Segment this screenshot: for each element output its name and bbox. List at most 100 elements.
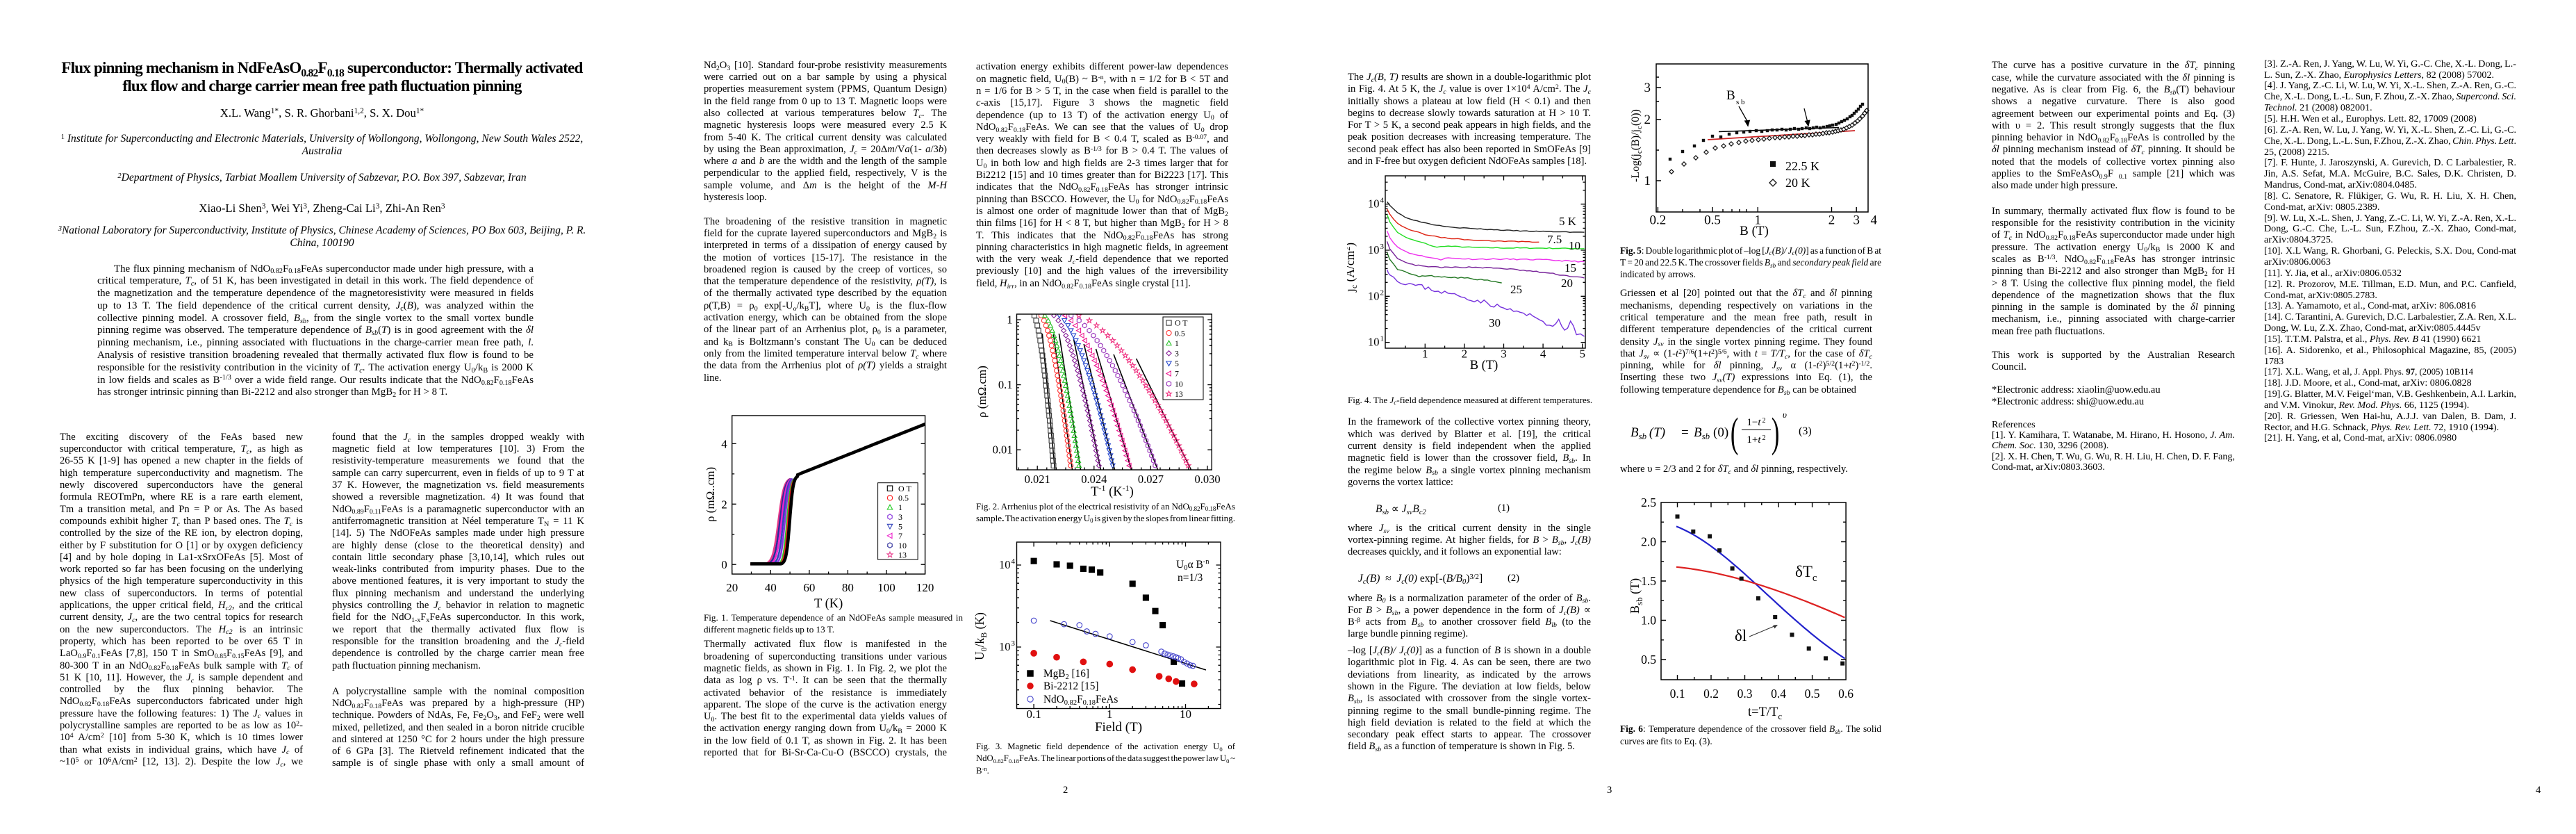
svg-text:0.021: 0.021 xyxy=(1025,473,1050,486)
svg-text:1: 1 xyxy=(1175,338,1179,348)
svg-text:0.1: 0.1 xyxy=(998,378,1013,391)
svg-text:n=1/3: n=1/3 xyxy=(1178,572,1203,584)
svg-text:0.5: 0.5 xyxy=(898,493,909,503)
svg-text:1: 1 xyxy=(1755,213,1762,228)
svg-text:0.01: 0.01 xyxy=(993,443,1013,457)
svg-text:3: 3 xyxy=(898,512,902,522)
svg-text:60: 60 xyxy=(803,581,815,594)
svg-text:1: 1 xyxy=(898,502,902,512)
svg-text:0.1: 0.1 xyxy=(1670,687,1685,701)
svg-text:5: 5 xyxy=(898,522,902,532)
svg-text:10: 10 xyxy=(1180,708,1191,721)
svg-text:30: 30 xyxy=(1489,316,1501,329)
svg-text:120: 120 xyxy=(916,581,934,594)
svg-text:MgB2 [16]: MgB2 [16] xyxy=(1043,668,1089,681)
svg-text:3: 3 xyxy=(1175,349,1179,359)
svg-text:0.030: 0.030 xyxy=(1194,473,1220,486)
svg-text:jc (A/cm2): jc (A/cm2) xyxy=(1347,243,1359,293)
svg-text:10: 10 xyxy=(1368,197,1380,211)
svg-text:10: 10 xyxy=(1368,336,1380,349)
svg-text:10: 10 xyxy=(1368,243,1380,256)
svg-text:2: 2 xyxy=(1462,348,1468,361)
svg-text:4: 4 xyxy=(1012,557,1016,566)
svg-text:O T: O T xyxy=(898,484,911,493)
svg-text:3: 3 xyxy=(1501,348,1507,361)
svg-text:1: 1 xyxy=(1380,335,1385,343)
svg-text:0.027: 0.027 xyxy=(1138,473,1164,486)
svg-text:7: 7 xyxy=(898,531,902,541)
svg-text:5: 5 xyxy=(1175,359,1179,368)
svg-text:7: 7 xyxy=(1175,369,1179,379)
svg-text:0.024: 0.024 xyxy=(1081,473,1107,486)
svg-text:0.2: 0.2 xyxy=(1650,213,1667,228)
svg-text:NdO0.82F0.18FeAs: NdO0.82F0.18FeAs xyxy=(1043,694,1118,707)
svg-text:2: 2 xyxy=(1828,213,1835,228)
svg-text:10: 10 xyxy=(1175,379,1183,389)
svg-text:4: 4 xyxy=(1540,348,1546,361)
svg-text:20: 20 xyxy=(726,581,738,594)
svg-text:1: 1 xyxy=(1107,708,1113,721)
svg-text:1: 1 xyxy=(1422,348,1428,361)
svg-text:10: 10 xyxy=(1368,289,1380,302)
svg-text:δl: δl xyxy=(1735,627,1747,644)
svg-text:s b: s b xyxy=(1736,98,1745,106)
svg-text:δTc: δTc xyxy=(1795,563,1817,584)
svg-text:0.4: 0.4 xyxy=(1771,687,1786,701)
svg-text:0.6: 0.6 xyxy=(1838,687,1853,701)
svg-text:80: 80 xyxy=(842,581,854,594)
svg-text:20 K: 20 K xyxy=(1785,176,1810,190)
svg-text:3: 3 xyxy=(1380,243,1385,251)
svg-text:100: 100 xyxy=(877,581,895,594)
svg-text:4: 4 xyxy=(1380,197,1385,205)
svg-text:10: 10 xyxy=(1569,239,1580,252)
svg-text:7.5: 7.5 xyxy=(1547,233,1562,246)
svg-text:40: 40 xyxy=(765,581,777,594)
svg-text:U0α B-n: U0α B-n xyxy=(1176,558,1209,572)
svg-text:2.5: 2.5 xyxy=(1641,496,1656,509)
svg-text:2: 2 xyxy=(1644,113,1651,127)
svg-text:13: 13 xyxy=(1175,389,1183,399)
svg-text:10: 10 xyxy=(898,541,907,550)
svg-text:2: 2 xyxy=(721,498,727,511)
svg-text:0.3: 0.3 xyxy=(1737,687,1753,701)
svg-text:t=T/Tc: t=T/Tc xyxy=(1748,705,1782,721)
svg-text:2.0: 2.0 xyxy=(1641,535,1656,549)
svg-text:Field (T): Field (T) xyxy=(1095,720,1142,735)
svg-text:B: B xyxy=(1726,88,1735,103)
svg-text:22.5 K: 22.5 K xyxy=(1785,159,1819,173)
svg-text:15: 15 xyxy=(1564,261,1576,275)
svg-text:3: 3 xyxy=(1644,81,1651,95)
svg-text:10: 10 xyxy=(999,558,1011,571)
svg-text:0.5: 0.5 xyxy=(1704,213,1721,228)
svg-text:0: 0 xyxy=(721,558,727,571)
svg-text:1.0: 1.0 xyxy=(1641,614,1656,628)
svg-text:0.5: 0.5 xyxy=(1641,653,1656,667)
svg-text:3: 3 xyxy=(1853,213,1860,228)
svg-text:2: 2 xyxy=(1380,288,1385,297)
svg-text:10: 10 xyxy=(999,640,1011,653)
svg-text:1: 1 xyxy=(1007,313,1012,327)
svg-text:5: 5 xyxy=(1579,348,1585,361)
svg-text:ρ (mΩ..cm): ρ (mΩ..cm) xyxy=(707,467,717,522)
svg-text:B (T): B (T) xyxy=(1740,224,1769,238)
svg-text:ρ (mΩ.cm): ρ (mΩ.cm) xyxy=(975,366,989,418)
svg-text:3: 3 xyxy=(1012,639,1016,648)
svg-text:0.5: 0.5 xyxy=(1805,687,1820,701)
svg-text:20: 20 xyxy=(1561,277,1573,290)
svg-text:1.5: 1.5 xyxy=(1641,574,1656,588)
svg-text:13: 13 xyxy=(898,550,907,559)
svg-text:25: 25 xyxy=(1510,283,1522,296)
svg-text:1: 1 xyxy=(1644,174,1651,188)
svg-text:U0/kB (K): U0/kB (K) xyxy=(973,612,989,660)
svg-text:5 K: 5 K xyxy=(1559,215,1577,228)
svg-text:0.5: 0.5 xyxy=(1175,328,1185,338)
svg-text:0.1: 0.1 xyxy=(1026,708,1041,721)
svg-text:0.2: 0.2 xyxy=(1703,687,1719,701)
svg-text:Bi-2212 [15]: Bi-2212 [15] xyxy=(1043,680,1098,692)
svg-text:4: 4 xyxy=(721,437,727,450)
svg-text:O T: O T xyxy=(1175,318,1188,328)
svg-text:B (T): B (T) xyxy=(1470,359,1498,373)
svg-text:4: 4 xyxy=(1871,213,1878,228)
svg-text:T (K): T (K) xyxy=(814,597,843,611)
svg-text:-Log(jc(B)/jc(0)): -Log(jc(B)/jc(0)) xyxy=(1630,109,1644,182)
